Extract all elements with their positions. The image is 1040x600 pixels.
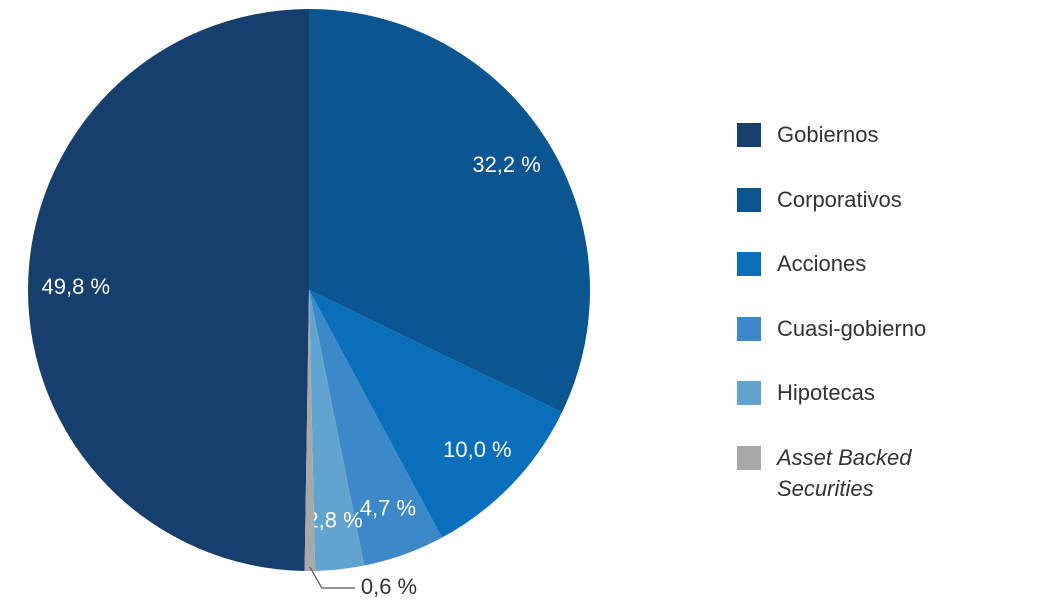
slice-label: 10,0 % bbox=[443, 437, 512, 462]
pie-chart: 49,8 % 32,2 % 10,0 % 4,7 %2,8 % 0,6 % bbox=[27, 9, 590, 599]
legend: Gobiernos Corporativos Acciones Cuasi-gobie… bbox=[737, 120, 967, 507]
legend-item: Hipotecas bbox=[737, 378, 967, 443]
legend-swatch bbox=[737, 187, 761, 212]
legend-swatch bbox=[737, 252, 761, 276]
pie-slice bbox=[309, 290, 442, 566]
legend-item: Cuasi-gobierno bbox=[737, 314, 967, 379]
slice-label: 32,2 % bbox=[472, 152, 541, 177]
pie-slice bbox=[309, 9, 590, 413]
pie-slice bbox=[304, 290, 316, 571]
pie-slice bbox=[309, 290, 562, 538]
pie-slice bbox=[309, 290, 365, 571]
legend-swatch bbox=[737, 316, 761, 341]
legend-label: Hipotecas bbox=[777, 380, 875, 405]
leader-line bbox=[309, 566, 355, 589]
legend-item: Gobiernos bbox=[737, 120, 967, 185]
legend-label: Corporativos bbox=[777, 186, 902, 212]
legend-label: Gobiernos bbox=[777, 122, 879, 147]
slice-label: 49,8 % bbox=[42, 274, 111, 299]
legend-item: Asset Backed Securities bbox=[737, 443, 967, 508]
legend-item: Corporativos bbox=[737, 185, 967, 250]
slice-label: 4,7 % bbox=[360, 495, 416, 520]
legend-label: Cuasi-gobierno bbox=[777, 315, 927, 341]
legend-swatch bbox=[737, 381, 761, 405]
legend-label: Asset Backed Securities bbox=[777, 444, 912, 501]
legend-swatch bbox=[737, 123, 761, 147]
legend-item: Acciones bbox=[737, 249, 967, 314]
slice-label: 0,6 % bbox=[361, 574, 417, 599]
pie-slice bbox=[27, 9, 309, 571]
slice-label: 2,8 % bbox=[306, 508, 362, 533]
legend-label: Acciones bbox=[777, 251, 867, 276]
legend-swatch bbox=[737, 445, 761, 470]
